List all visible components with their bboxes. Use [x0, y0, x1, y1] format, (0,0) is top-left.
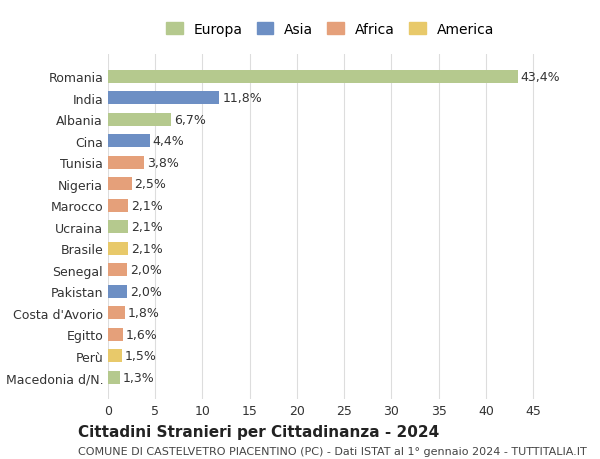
- Bar: [108, 349, 122, 362]
- Bar: [108, 92, 220, 105]
- Text: 1,8%: 1,8%: [128, 307, 160, 319]
- Text: Cittadini Stranieri per Cittadinanza - 2024: Cittadini Stranieri per Cittadinanza - 2…: [78, 424, 439, 439]
- Bar: [108, 307, 125, 319]
- Text: 2,1%: 2,1%: [131, 199, 163, 212]
- Text: 2,0%: 2,0%: [130, 285, 161, 298]
- Bar: [108, 221, 128, 234]
- Legend: Europa, Asia, Africa, America: Europa, Asia, Africa, America: [160, 17, 500, 42]
- Bar: [108, 263, 127, 276]
- Text: 4,4%: 4,4%: [152, 135, 184, 148]
- Bar: [108, 135, 149, 148]
- Bar: [108, 371, 120, 384]
- Text: 43,4%: 43,4%: [521, 71, 560, 84]
- Text: 2,1%: 2,1%: [131, 221, 163, 234]
- Bar: [108, 242, 128, 255]
- Text: 1,3%: 1,3%: [123, 371, 155, 384]
- Text: 2,1%: 2,1%: [131, 242, 163, 255]
- Bar: [108, 71, 518, 84]
- Text: 11,8%: 11,8%: [223, 92, 262, 105]
- Text: 2,0%: 2,0%: [130, 263, 161, 277]
- Text: 2,5%: 2,5%: [134, 178, 166, 191]
- Bar: [108, 113, 171, 127]
- Bar: [108, 199, 128, 212]
- Text: 1,6%: 1,6%: [126, 328, 158, 341]
- Bar: [108, 328, 123, 341]
- Bar: [108, 285, 127, 298]
- Text: COMUNE DI CASTELVETRO PIACENTINO (PC) - Dati ISTAT al 1° gennaio 2024 - TUTTITAL: COMUNE DI CASTELVETRO PIACENTINO (PC) - …: [78, 447, 587, 456]
- Text: 3,8%: 3,8%: [147, 157, 179, 169]
- Text: 1,5%: 1,5%: [125, 349, 157, 362]
- Text: 6,7%: 6,7%: [174, 113, 206, 127]
- Bar: [108, 157, 144, 169]
- Bar: [108, 178, 131, 191]
